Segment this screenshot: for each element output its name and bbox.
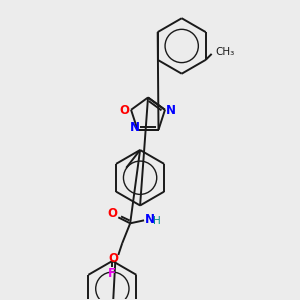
Text: O: O [119,104,129,117]
Text: H: H [153,216,161,226]
Text: CH₃: CH₃ [216,47,235,57]
Text: O: O [108,253,118,266]
Text: N: N [166,104,176,117]
Text: N: N [145,213,155,226]
Text: O: O [107,207,117,220]
Text: N: N [130,121,140,134]
Text: F: F [108,267,116,280]
